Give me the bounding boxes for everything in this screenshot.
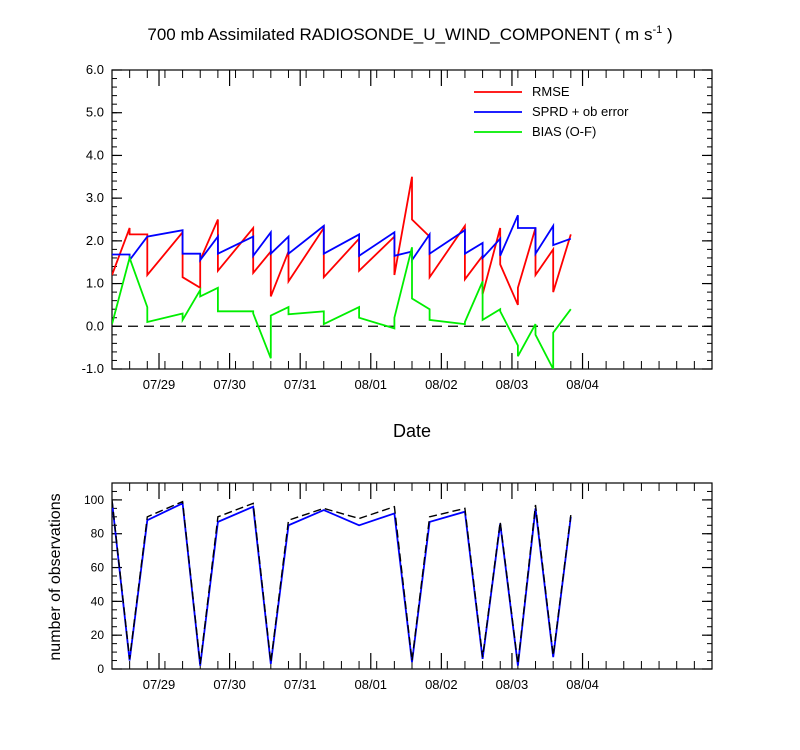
legend: RMSE SPRD + ob error BIAS (O-F) [474, 84, 629, 139]
series-line-total [112, 499, 572, 664]
y-tick-label: 4.0 [86, 147, 104, 162]
legend-label-0: RMSE [532, 84, 570, 99]
series-line-bias-o-f [112, 247, 572, 369]
rmse-panel: 07/29 07/30 07/31 08/01 08/02 08/03 08/04 -1.0 0… [82, 62, 713, 392]
y-tick-label: 6.0 [86, 62, 104, 77]
series-group [112, 499, 572, 666]
legend-label-2: BIAS (O-F) [532, 124, 596, 139]
x-tick-label: 08/02 [425, 377, 458, 392]
series-line-assimilated [112, 501, 572, 666]
x-tick-label: 08/03 [496, 377, 529, 392]
x-axis-title: Date [393, 421, 431, 441]
y-tick-label: 60 [91, 561, 105, 575]
x-tick-label: 08/03 [496, 677, 529, 692]
y-tick-label: 100 [84, 493, 104, 507]
y-tick-label: 0 [97, 662, 104, 676]
x-tick-label: 07/30 [213, 677, 246, 692]
x-tick-label: 08/02 [425, 677, 458, 692]
series-group [112, 176, 572, 369]
x-tick-label: 08/04 [566, 677, 599, 692]
x-tick-label: 08/01 [355, 377, 388, 392]
plot-frame [111, 482, 713, 670]
y-tick-label: -1.0 [82, 361, 104, 376]
x-tick-label: 07/30 [213, 377, 246, 392]
legend-label-1: SPRD + ob error [532, 104, 629, 119]
series-line-sprd-ob-error [112, 214, 572, 264]
x-tick-label: 08/04 [566, 377, 599, 392]
y-axis-title-observations: number of observations [47, 493, 64, 660]
x-tick-label: 08/01 [355, 677, 388, 692]
x-tick-label: 07/29 [143, 377, 176, 392]
y-tick-label: 40 [91, 594, 105, 608]
y-tick-label: 1.0 [86, 276, 104, 291]
observations-panel: 07/29 07/30 07/31 08/01 08/02 08/03 08/04 0 20 40… [84, 482, 713, 692]
y-tick-label: 2.0 [86, 233, 104, 248]
y-tick-label: 3.0 [86, 190, 104, 205]
y-tick-label: 80 [91, 527, 105, 541]
chart-title: 700 mb Assimilated RADIOSONDE_U_WIND_COM… [147, 24, 672, 44]
y-tick-label: 5.0 [86, 105, 104, 120]
series-line-rmse [112, 176, 572, 306]
x-tick-label: 07/31 [284, 677, 317, 692]
x-tick-label: 07/31 [284, 377, 317, 392]
y-tick-label: 20 [91, 628, 105, 642]
y-tick-label: 0.0 [86, 318, 104, 333]
x-tick-label: 07/29 [143, 677, 176, 692]
